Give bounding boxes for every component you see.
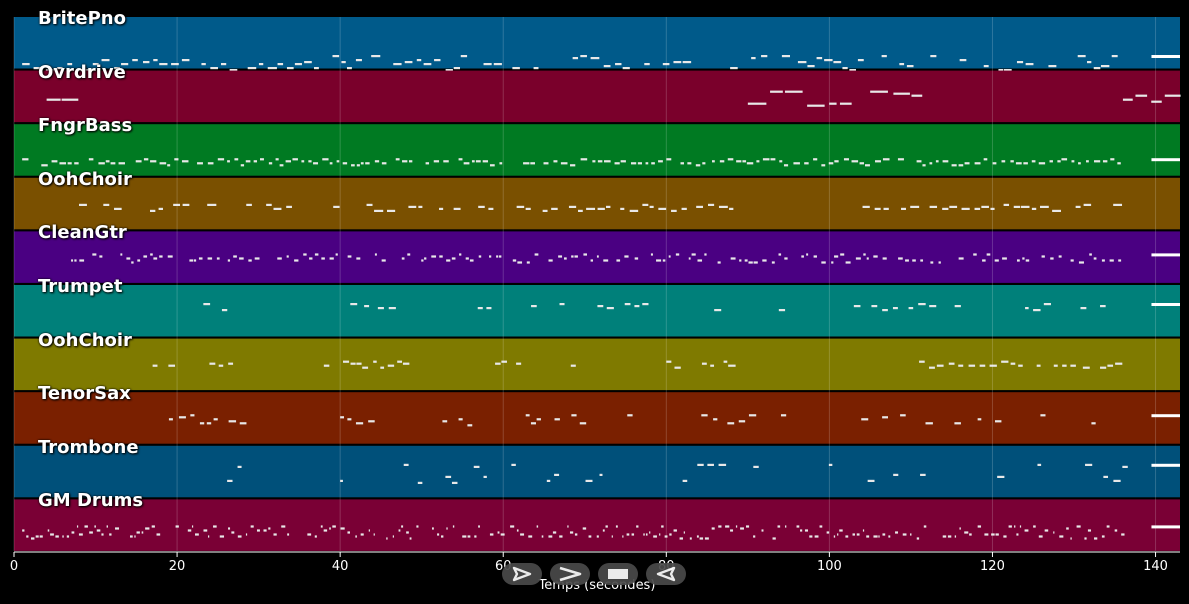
track-notes [22, 55, 1180, 72]
track-label: GM Drums [38, 490, 144, 512]
track-notes [22, 525, 1180, 540]
x-tick-label: 100 [816, 559, 842, 574]
track-lane [14, 392, 1180, 444]
back-button[interactable] [646, 563, 686, 585]
playback-controls [502, 563, 686, 585]
track-notes [79, 203, 1123, 212]
track-label: FngrBass [38, 115, 133, 137]
x-tick-label: 40 [331, 559, 349, 574]
forward-icon [559, 566, 582, 582]
play-button[interactable] [502, 563, 542, 585]
track-notes [227, 463, 1180, 484]
track-lane [14, 499, 1180, 551]
track-notes [152, 360, 1123, 369]
track-label: Trumpet [38, 276, 123, 297]
track-label: TenorSax [38, 383, 131, 405]
track-notes [46, 90, 1181, 107]
x-tick-label: 20 [168, 559, 186, 574]
track-notes [203, 303, 1180, 312]
track-notes [22, 158, 1180, 167]
track-lane [14, 338, 1180, 391]
track-label: BritePno [38, 8, 126, 29]
track-lane [14, 177, 1180, 230]
track-lane [14, 445, 1180, 498]
track-lane [14, 17, 1180, 69]
stop-icon [608, 569, 628, 579]
stop-button[interactable] [598, 563, 638, 585]
track-label: Trombone [38, 436, 139, 458]
back-icon [656, 566, 676, 582]
track-lane [14, 70, 1180, 123]
forward-button[interactable] [550, 563, 590, 585]
track-label: OohChoir [38, 168, 132, 190]
track-lane [14, 124, 1180, 176]
track-label: OohChoir [38, 329, 132, 351]
track-lane [14, 285, 1180, 337]
x-tick-label: 140 [1143, 559, 1168, 574]
track-notes [168, 414, 1180, 427]
track-label: CleanGtr [38, 222, 127, 244]
track-notes [71, 253, 1180, 264]
track-label: Ovrdrive [38, 61, 126, 83]
x-tick-label: 120 [980, 559, 1005, 574]
x-tick-label: 0 [9, 559, 19, 574]
play-icon [512, 566, 532, 582]
